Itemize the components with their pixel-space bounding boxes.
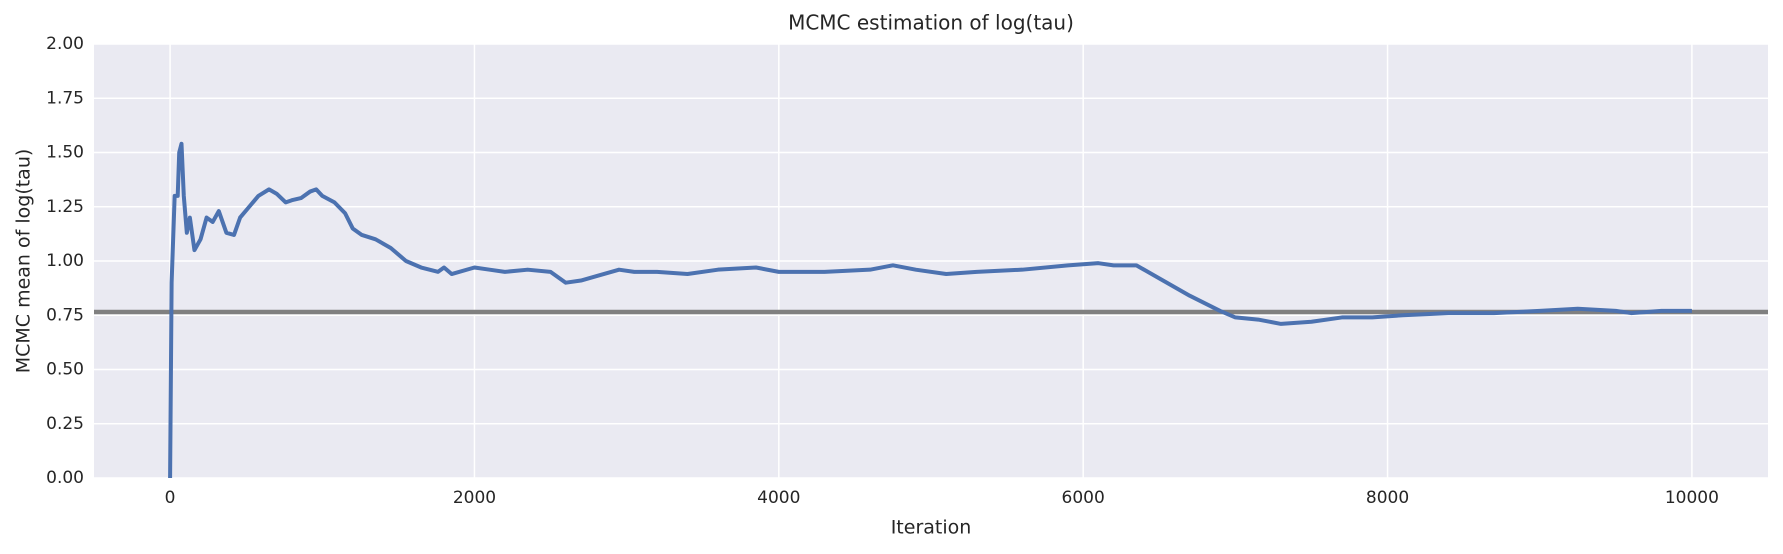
x-tick-label: 0 bbox=[165, 488, 176, 508]
y-tick-label: 2.00 bbox=[46, 34, 84, 54]
y-tick-label: 0.50 bbox=[46, 360, 84, 380]
y-tick-label: 0.00 bbox=[46, 468, 84, 488]
y-axis-label: MCMC mean of log(tau) bbox=[13, 149, 35, 374]
x-tick-label: 4000 bbox=[757, 488, 800, 508]
grid bbox=[94, 43, 1768, 479]
y-tick-label: 1.50 bbox=[46, 143, 84, 163]
x-tick-label: 8000 bbox=[1366, 488, 1409, 508]
x-axis-label: Iteration bbox=[891, 517, 972, 539]
marks bbox=[94, 141, 1768, 479]
y-tick-label: 1.25 bbox=[46, 197, 84, 217]
y-tick-label: 0.75 bbox=[46, 305, 84, 325]
x-tick-label: 2000 bbox=[453, 488, 496, 508]
chart-title: MCMC estimation of log(tau) bbox=[788, 11, 1074, 35]
y-tick-label: 1.00 bbox=[46, 251, 84, 271]
x-tick-label: 10000 bbox=[1665, 488, 1719, 508]
line-series bbox=[168, 141, 1692, 479]
x-tick-label: 6000 bbox=[1062, 488, 1105, 508]
y-tick-label: 1.75 bbox=[46, 88, 84, 108]
y-tick-label: 0.25 bbox=[46, 414, 84, 434]
